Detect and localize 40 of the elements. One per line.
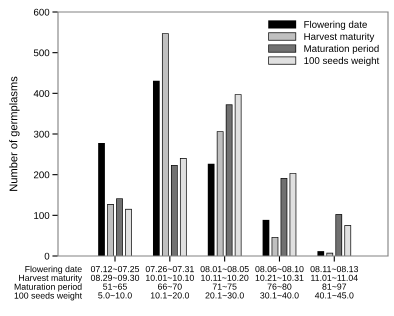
legend-label: Maturation period (304, 44, 379, 54)
bar (152, 80, 160, 256)
y-tick-label: 200 (34, 171, 50, 178)
y-tick-label: 600 (34, 8, 50, 16)
bar (344, 225, 352, 256)
x-tick-label: 08.06~08.10 10.21~10.31 76~80 30.1~40.0 (255, 266, 304, 299)
x-tick-label: 07.26~07.31 10.01~10.10 66~70 10.1~20.0 (146, 266, 194, 299)
bar (272, 236, 278, 256)
bar (216, 131, 224, 256)
legend-label: Harvest maturity (304, 32, 374, 42)
bar (170, 164, 178, 256)
y-tick-label: 300 (34, 130, 50, 138)
bar (226, 104, 233, 256)
bar (290, 173, 296, 256)
bar (116, 198, 123, 256)
bar (98, 143, 105, 256)
bar (234, 94, 242, 256)
text: Flowering date (25, 266, 82, 274)
legend-label: 100 seeds weight (304, 56, 380, 66)
y-tick-label: 400 (34, 90, 50, 97)
text: Maturation period (14, 283, 82, 292)
bar (280, 178, 288, 256)
bar (162, 33, 169, 256)
x-tick-label: 08.11~08.13 11.01~11.04 81~97 40.1~45.0 (310, 266, 358, 299)
bar (180, 158, 187, 256)
bar (107, 204, 114, 256)
bar (125, 208, 132, 256)
x-tick-label: 08.01~08.05 10.11~10.20 71~75 20.1~30.0 (200, 266, 249, 299)
y-axis-title: Number of germplasms (9, 76, 20, 191)
legend-label: Flowering date (304, 20, 367, 30)
y-tick-label: 500 (34, 49, 50, 56)
bar (208, 164, 215, 256)
y-tick-label: 0 (44, 252, 50, 260)
bar (335, 214, 342, 256)
text: 100 seeds weight (14, 292, 82, 300)
text: Harvest maturity (19, 274, 82, 283)
x-tick-label: 07.12~07.25 08.29~09.30 51~65 5.0~10.0 (90, 266, 140, 299)
y-tick-label: 100 (34, 212, 50, 219)
bar (317, 251, 324, 256)
bar (262, 220, 270, 256)
